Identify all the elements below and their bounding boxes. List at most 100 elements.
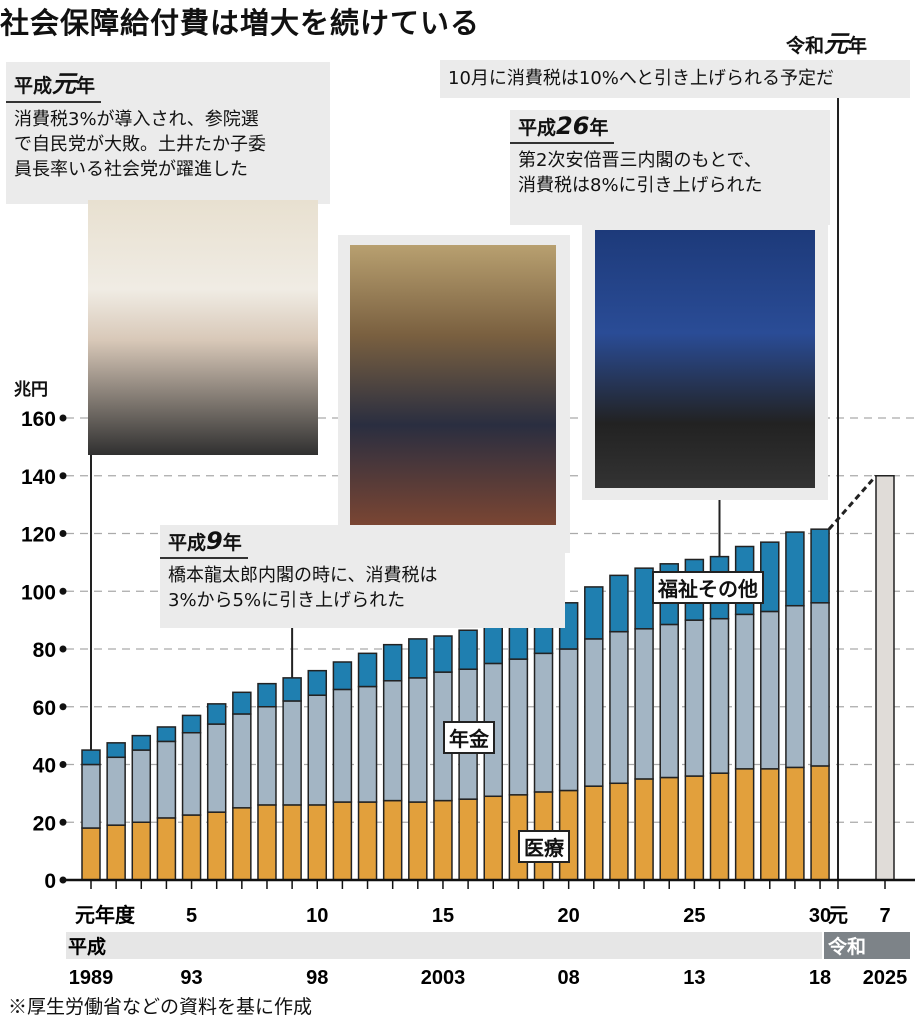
year-num: 26: [556, 112, 590, 140]
projection-dashed-line: [827, 474, 878, 531]
y-tick-dot: [59, 472, 67, 480]
x-tick-label: 30: [809, 905, 831, 927]
annotation-reiwa1-heading: 令和元年: [778, 22, 910, 58]
bar-welfare-2010: [609, 574, 629, 633]
bar-pension-1993: [181, 731, 202, 816]
era-label-heisei: 平成: [68, 935, 106, 958]
bar-medical-1998: [307, 804, 328, 881]
bar-medical-1996: [257, 804, 277, 881]
bar-welfare-1992: [156, 726, 177, 743]
y-tick-label: 80: [33, 639, 56, 662]
photo-doi-takako: [88, 200, 318, 455]
x-tick-label: 元: [828, 905, 848, 927]
year-suffix: 年: [589, 117, 609, 139]
bar-medical-2016: [760, 768, 780, 881]
bar-pension-2018: [810, 602, 830, 767]
x-tick-label: 20: [558, 905, 580, 927]
era-text: 平成: [518, 117, 557, 139]
year-label: 2025: [863, 967, 908, 989]
year-label: 08: [558, 967, 580, 989]
photo-hashimoto: [350, 245, 556, 545]
annotation-heisei26: 平成26年 第2次安倍晋三内閣のもとで、 消費税は8%に引き上げられた: [510, 110, 830, 225]
bar-medical-2012: [659, 776, 679, 881]
bar-pension-2002: [408, 677, 428, 803]
annotation-line: 橋本龍太郎内閣の時に、消費税は: [168, 565, 438, 586]
bar-medical-1999: [332, 801, 353, 881]
bar-welfare-2002: [408, 638, 428, 679]
chart-title: 社会保障給付費は増大を続けている: [0, 6, 481, 40]
bar-welfare-1997: [282, 677, 302, 702]
annotation-line: 3%から5%に引き上げられた: [168, 590, 406, 611]
bar-pension-1998: [307, 694, 328, 806]
x-tick-label: 5: [186, 905, 197, 927]
annotation-reiwa1: 10月に消費税は10%へと引き上げられる予定だ: [440, 60, 910, 98]
era-label-reiwa: 令和: [828, 935, 866, 958]
y-tick-label: 0: [44, 870, 56, 893]
era-text: 平成: [14, 75, 53, 97]
bar-welfare-2001: [382, 643, 403, 682]
series-label-pension: 年金: [443, 721, 495, 754]
y-tick-dot: [59, 818, 67, 826]
bar-pension-2016: [760, 610, 780, 770]
x-tick-label: 25: [683, 905, 705, 927]
bar-welfare-1990: [106, 742, 126, 759]
bar-pension-1991: [131, 749, 152, 823]
bar-pension-2011: [634, 628, 654, 780]
source-note: ※厚生労働省などの資料を基に作成: [8, 996, 313, 1018]
bar-pension-1989: [81, 763, 101, 829]
photo-abe: [595, 230, 815, 488]
annotation-line: で自民党が大敗。土井たか子委: [14, 134, 266, 155]
bar-pension-1990: [106, 756, 126, 826]
annotation-heisei9: 平成9年 橋本龍太郎内閣の時に、消費税は 3%から5%に引き上げられた: [160, 525, 565, 628]
bar-medical-2014: [709, 772, 730, 881]
annotation-text: 10月に消費税は10%へと引き上げられる予定だ: [448, 68, 835, 89]
bar-medical-2017: [785, 766, 805, 881]
bar-medical-1993: [181, 814, 202, 881]
era-band-heisei: [66, 932, 822, 959]
bar-medical-2010: [609, 782, 629, 881]
y-tick-label: 160: [21, 408, 56, 431]
bar-pension-2007: [533, 652, 554, 793]
bar-medical-2003: [433, 799, 453, 881]
bar-welfare-2018: [810, 528, 830, 604]
bar-pension-2017: [785, 604, 805, 769]
bar-welfare-2004: [458, 629, 478, 670]
bar-medical-2009: [584, 785, 604, 881]
bar-pension-2001: [382, 680, 403, 802]
y-tick-dot: [59, 645, 67, 653]
bar-medical-1995: [232, 807, 252, 881]
x-tick-label: 15: [432, 905, 454, 927]
bar-pension-1997: [282, 700, 302, 806]
year-label: 1989: [69, 967, 114, 989]
bar-welfare-1998: [307, 669, 328, 696]
year-suffix: 年: [76, 75, 96, 97]
y-axis-unit: 兆円: [14, 380, 48, 400]
bar-welfare-2000: [357, 652, 378, 688]
bar-welfare-2005: [483, 622, 503, 665]
bar-medical-2011: [634, 778, 654, 881]
y-tick-label: 20: [33, 812, 56, 835]
annotation-line: 消費税3%が導入され、参院選: [14, 109, 259, 130]
bar-pension-2010: [609, 630, 629, 785]
bar-welfare-2003: [433, 635, 453, 673]
bar-medical-2001: [382, 799, 403, 881]
year-label: 18: [809, 967, 831, 989]
y-tick-label: 120: [21, 524, 56, 547]
era-text: 令和: [786, 35, 825, 57]
x-tick-label: 10: [306, 905, 328, 927]
bar-medical-1990: [106, 824, 126, 881]
bar-pension-2008: [558, 648, 579, 792]
series-label-welfare: 福祉その他: [652, 571, 764, 604]
bar-projection-2025: [875, 475, 895, 881]
y-tick-dot: [59, 761, 67, 768]
bar-pension-1999: [332, 688, 353, 803]
bar-welfare-2011: [634, 567, 654, 630]
series-label-medical: 医療: [518, 830, 570, 863]
bar-pension-2000: [357, 685, 378, 803]
bar-medical-2015: [734, 768, 755, 881]
bar-medical-1994: [206, 811, 227, 881]
year-label: 2003: [421, 967, 466, 989]
bar-pension-2012: [659, 623, 679, 779]
y-tick-dot: [59, 703, 67, 711]
y-tick-dot: [59, 876, 67, 884]
